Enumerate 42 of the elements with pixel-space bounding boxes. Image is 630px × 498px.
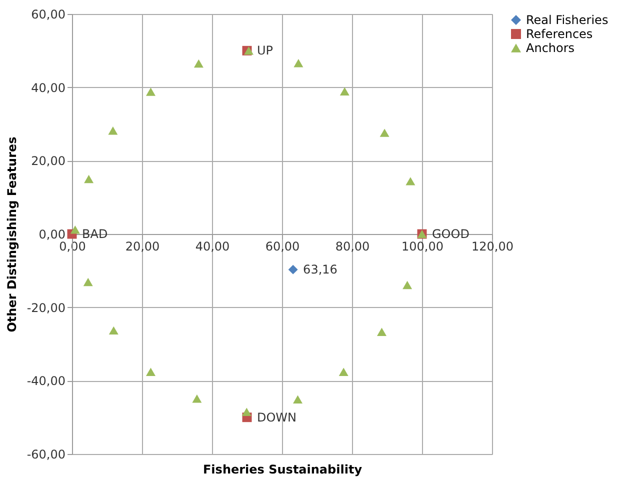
annotation: 63,16 — [303, 262, 338, 277]
annotation: BAD — [82, 227, 108, 241]
point — [192, 394, 202, 403]
annotation: UP — [257, 44, 274, 58]
y-tick-label: 20,00 — [31, 154, 66, 168]
y-tick-label: -40,00 — [26, 374, 66, 388]
point — [377, 328, 386, 336]
point — [288, 264, 298, 274]
point — [70, 225, 80, 234]
point — [242, 408, 252, 416]
x-tick-label: 120,00 — [472, 240, 514, 254]
x-tick-label: 40,00 — [195, 240, 230, 254]
legend-label: References — [526, 27, 593, 41]
legend-label: Real Fisheries — [526, 13, 608, 27]
point — [83, 278, 93, 286]
y-tick-label: 60,00 — [31, 8, 66, 22]
point — [84, 174, 94, 184]
y-tick-label: 40,00 — [31, 80, 66, 95]
point — [294, 59, 304, 68]
x-tick-label: 80,00 — [335, 240, 370, 254]
point — [108, 126, 118, 135]
x-tick-label: 20,00 — [125, 240, 160, 254]
annotation: GOOD — [432, 227, 470, 241]
point — [146, 368, 156, 376]
x-tick-label: 60,00 — [265, 240, 300, 254]
annotation: DOWN — [257, 410, 297, 424]
point — [293, 395, 302, 404]
point — [402, 280, 412, 290]
point — [340, 87, 350, 96]
point — [380, 128, 390, 137]
y-axis-title: Other Distingishing Features — [4, 136, 19, 332]
point — [338, 368, 348, 376]
y-tick-label: -20,00 — [26, 300, 66, 315]
x-axis-title: Fisheries Sustainability — [202, 462, 362, 476]
point — [108, 326, 118, 335]
point — [146, 88, 156, 96]
point — [194, 59, 204, 68]
y-tick-label: -60,00 — [26, 448, 66, 462]
x-tick-label: 100,00 — [402, 240, 444, 254]
legend-label: Anchors — [526, 41, 575, 55]
y-tick-label: 0,00 — [38, 228, 66, 242]
point — [406, 177, 416, 186]
